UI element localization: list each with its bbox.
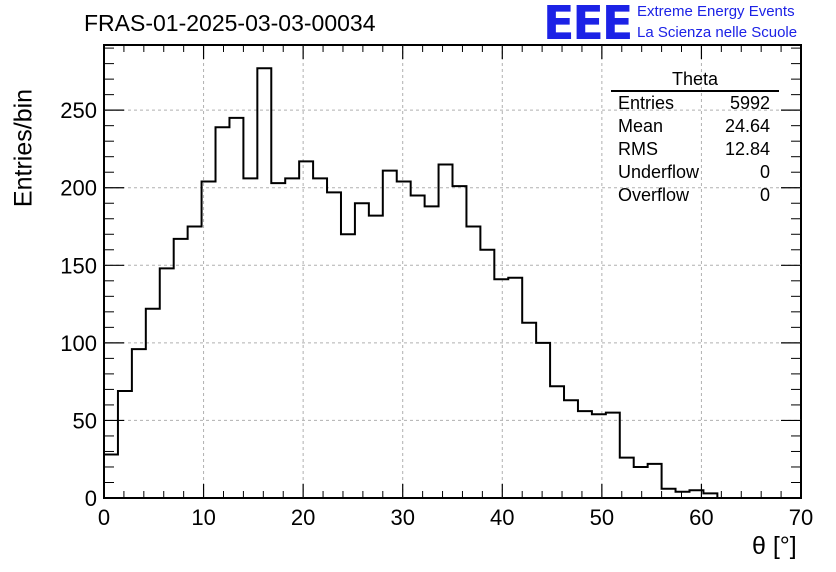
stats-value: 0 [759,185,770,205]
grid-lines [104,45,801,498]
x-tick-label: 10 [191,505,215,530]
stats-label: RMS [618,139,658,159]
histogram-bin [104,455,118,498]
stats-row-underflow: Underflow 0 [611,161,779,184]
stats-value: 5992 [729,93,770,113]
histogram-bin [216,127,230,498]
y-tick-label: 150 [60,253,97,278]
histogram-bin [397,182,411,498]
plot-title: FRAS-01-2025-03-03-00034 [84,10,376,36]
y-tick-label: 200 [60,176,97,201]
x-axis-label: θ [°] [752,532,797,560]
stats-box: Theta Entries 5992 Mean 24.64 RMS 12.84 … [611,68,779,207]
histogram-bin [160,268,174,498]
y-tick-label: 50 [73,408,97,433]
tick-labels: 0 10 20 30 40 50 60 70 0 50 100 150 200 250 [60,98,813,530]
histogram-bin [257,68,271,498]
histogram-bin [383,171,397,498]
histogram-outline [103,67,719,498]
histogram-bin [550,386,564,498]
histogram-bin [453,186,467,498]
stats-value: 0 [759,162,770,182]
histogram-bin [188,227,202,498]
y-axis-label-box: Entries/bin [4,89,44,207]
stats-row-overflow: Overflow 0 [611,184,779,207]
stats-label: Underflow [618,162,700,182]
histogram-bin [648,464,662,498]
stats-value: 12.84 [724,139,770,159]
histogram-bin [508,278,522,498]
histogram-bin [369,216,383,498]
stats-row-rms: RMS 12.84 [611,138,779,161]
x-tick-label: 60 [689,505,713,530]
histogram-bin [146,309,160,498]
histogram-bin [174,239,188,498]
histogram-bin [411,195,425,498]
x-tick-label: 0 [98,505,110,530]
histogram-bin [229,118,243,498]
histogram-bin [425,206,439,498]
histogram-bin [313,178,327,498]
stats-row-mean: Mean 24.64 [611,115,779,138]
histogram-bin [355,203,369,498]
histogram-bin [578,411,592,498]
histogram-bin [466,227,480,498]
histogram-bin [634,467,648,498]
x-tick-label: 20 [291,505,315,530]
y-axis-label: Entries/bin [9,88,38,208]
histogram-bin [299,161,313,498]
histogram-bin [327,192,341,498]
y-tick-label: 0 [85,486,97,511]
histogram-bin [662,489,676,498]
histogram-bin [592,414,606,498]
eee-logo: EEE [543,0,633,50]
x-tick-label: 40 [490,505,514,530]
stats-row-entries: Entries 5992 [611,92,779,115]
stats-label: Entries [618,93,675,113]
logo-text-line1: Extreme Energy Events [637,3,795,20]
logo-text-line2: La Scienza nelle Scuole [637,24,798,41]
stats-label: Overflow [618,185,690,205]
stats-label: Mean [618,116,664,136]
histogram-bin [285,178,299,498]
stats-value: 24.64 [724,116,770,136]
x-tick-label: 50 [590,505,614,530]
histogram-bin [494,279,508,498]
histogram-bin [522,323,536,498]
plot-frame [103,44,802,499]
histogram-bin [243,178,257,498]
y-tick-label: 100 [60,331,97,356]
stats-box-title: Theta [611,68,779,92]
histogram-bin [480,250,494,498]
x-tick-label: 70 [789,505,813,530]
histogram-bin [341,234,355,498]
histogram-bin [132,349,146,498]
x-tick-label: 30 [390,505,414,530]
histogram-bin [606,413,620,498]
y-tick-label: 250 [60,98,97,123]
histogram-bin [564,400,578,498]
histogram-bin [439,164,453,498]
histogram-bin [118,391,132,498]
histogram-bin [271,183,285,498]
